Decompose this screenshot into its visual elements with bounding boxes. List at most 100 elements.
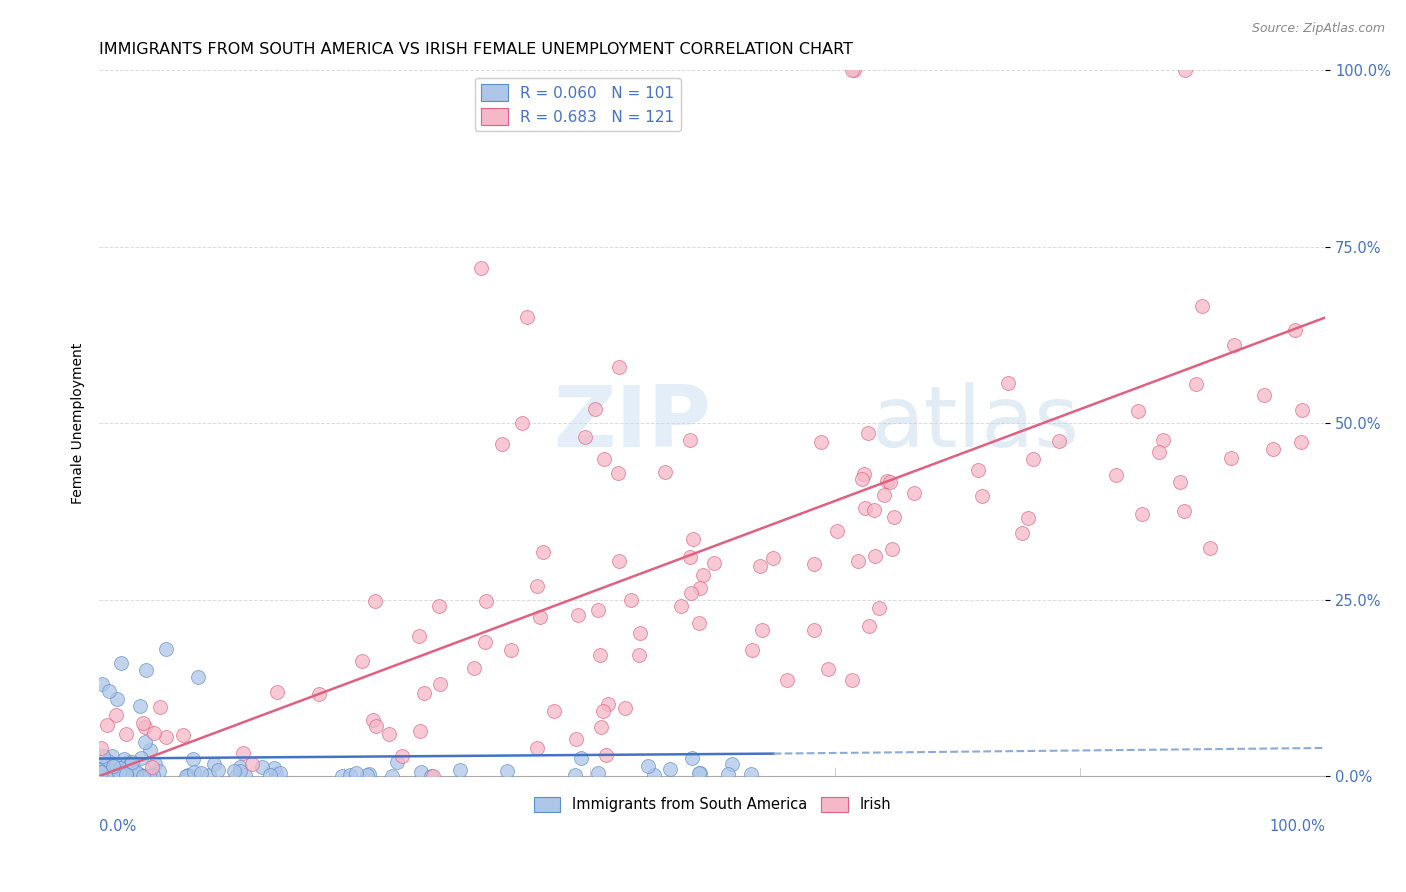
Point <box>679 585 702 599</box>
Point <box>863 549 886 564</box>
Point <box>589 648 612 662</box>
Point <box>1017 511 1039 525</box>
Point <box>1223 337 1246 351</box>
Point <box>810 434 832 449</box>
Point <box>125 765 148 780</box>
Legend: Immigrants from South America, Irish: Immigrants from South America, Irish <box>527 790 897 818</box>
Point <box>104 760 127 774</box>
Point <box>97 684 120 698</box>
Point <box>474 635 496 649</box>
Point <box>583 402 606 417</box>
Point <box>266 767 288 781</box>
Point <box>569 751 592 765</box>
Point <box>776 673 799 687</box>
Point <box>688 765 710 780</box>
Point <box>1185 377 1208 392</box>
Point <box>100 749 122 764</box>
Point <box>868 601 890 615</box>
Point <box>614 700 637 714</box>
Point <box>207 763 229 777</box>
Point <box>627 648 650 663</box>
Point <box>1253 388 1275 402</box>
Point <box>90 764 112 779</box>
Point <box>108 761 131 775</box>
Point <box>101 758 124 772</box>
Point <box>138 769 160 783</box>
Point <box>143 757 166 772</box>
Point <box>332 769 354 783</box>
Point <box>858 425 880 440</box>
Point <box>115 758 138 772</box>
Point <box>817 662 839 676</box>
Point <box>526 741 548 756</box>
Point <box>586 603 609 617</box>
Point <box>104 707 127 722</box>
Point <box>658 762 681 776</box>
Point <box>97 755 120 769</box>
Point <box>607 554 630 568</box>
Point <box>607 466 630 480</box>
Point <box>110 762 132 776</box>
Point <box>115 727 138 741</box>
Y-axis label: Female Unemployment: Female Unemployment <box>72 343 86 504</box>
Point <box>228 760 250 774</box>
Point <box>846 554 869 568</box>
Point <box>132 715 155 730</box>
Point <box>1022 451 1045 466</box>
Point <box>876 474 898 488</box>
Point <box>308 688 330 702</box>
Point <box>803 558 825 572</box>
Point <box>117 756 139 770</box>
Point <box>114 759 136 773</box>
Point <box>1263 442 1285 457</box>
Point <box>689 766 711 780</box>
Point <box>129 769 152 783</box>
Point <box>409 764 432 779</box>
Point <box>97 767 120 781</box>
Point <box>449 763 471 777</box>
Point <box>187 670 209 684</box>
Point <box>1126 404 1149 418</box>
Point <box>381 769 404 783</box>
Point <box>121 755 143 769</box>
Point <box>564 732 586 747</box>
Point <box>90 677 112 691</box>
Point <box>93 764 115 778</box>
Point <box>841 673 863 688</box>
Text: 100.0%: 100.0% <box>1270 819 1326 833</box>
Point <box>114 764 136 779</box>
Point <box>967 463 990 477</box>
Point <box>1191 299 1213 313</box>
Point <box>269 766 291 780</box>
Point <box>90 740 112 755</box>
Point <box>1174 63 1197 78</box>
Point <box>344 766 367 780</box>
Point <box>1291 403 1313 417</box>
Point <box>134 720 156 734</box>
Point <box>111 765 134 780</box>
Point <box>970 489 993 503</box>
Point <box>427 599 450 614</box>
Point <box>692 568 714 582</box>
Point <box>803 623 825 637</box>
Point <box>574 430 596 444</box>
Point <box>879 475 901 489</box>
Point <box>174 769 197 783</box>
Text: ZIP: ZIP <box>553 382 710 465</box>
Point <box>100 765 122 780</box>
Point <box>883 510 905 524</box>
Point <box>1104 468 1126 483</box>
Point <box>361 713 384 727</box>
Point <box>224 764 246 778</box>
Point <box>470 260 492 275</box>
Point <box>139 743 162 757</box>
Point <box>855 501 877 516</box>
Point <box>176 768 198 782</box>
Point <box>155 730 177 744</box>
Point <box>350 654 373 668</box>
Point <box>148 764 170 778</box>
Point <box>172 728 194 742</box>
Point <box>749 558 772 573</box>
Point <box>229 764 252 778</box>
Point <box>107 766 129 780</box>
